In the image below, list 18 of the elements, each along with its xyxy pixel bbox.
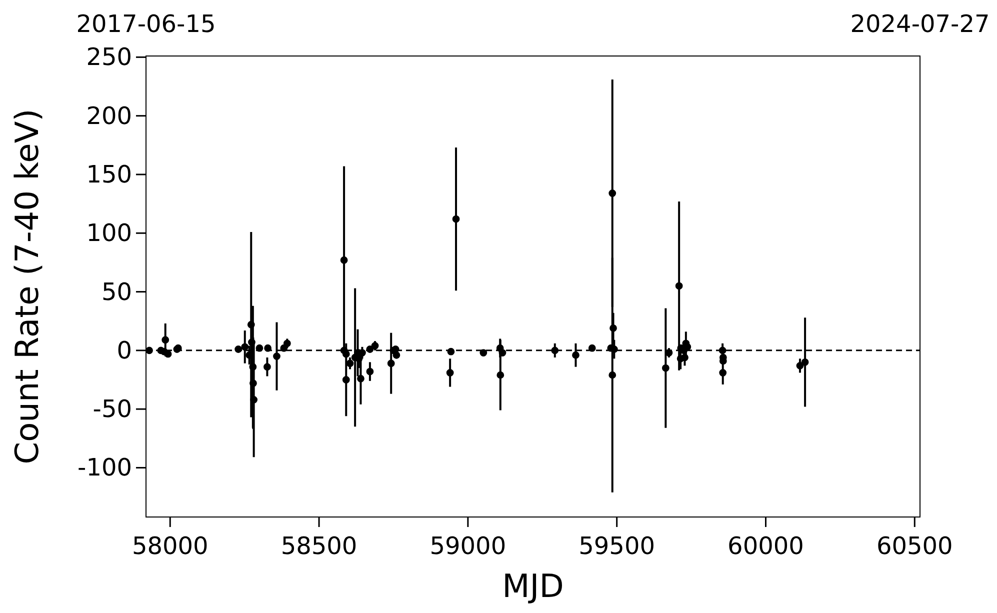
y-tick-label: 50 bbox=[101, 278, 132, 306]
x2-tick-label: 2017-06-15 bbox=[76, 10, 216, 38]
x-tick-label: 58000 bbox=[132, 532, 208, 560]
y-tick-label: 150 bbox=[86, 160, 132, 188]
y-tick-label: -50 bbox=[92, 395, 132, 424]
x-axis-title: MJD bbox=[502, 567, 564, 605]
y-axis-title: Count Rate (7-40 keV) bbox=[8, 108, 46, 464]
y-tick-label: 0 bbox=[116, 336, 132, 364]
x-tick-label: 59500 bbox=[578, 532, 656, 560]
x-tick-label: 60000 bbox=[728, 532, 804, 560]
y-tick-label: 100 bbox=[86, 219, 132, 248]
y-tick-label: 200 bbox=[86, 102, 132, 130]
x2-tick-label: 2024-07-27 bbox=[850, 10, 990, 38]
y-tick-label: 250 bbox=[86, 43, 132, 72]
y-tick-label: -100 bbox=[78, 454, 132, 482]
x-tick-label: 58500 bbox=[280, 532, 358, 560]
x-tick-label: 59000 bbox=[430, 532, 506, 560]
x-tick-label: 60500 bbox=[876, 532, 953, 560]
